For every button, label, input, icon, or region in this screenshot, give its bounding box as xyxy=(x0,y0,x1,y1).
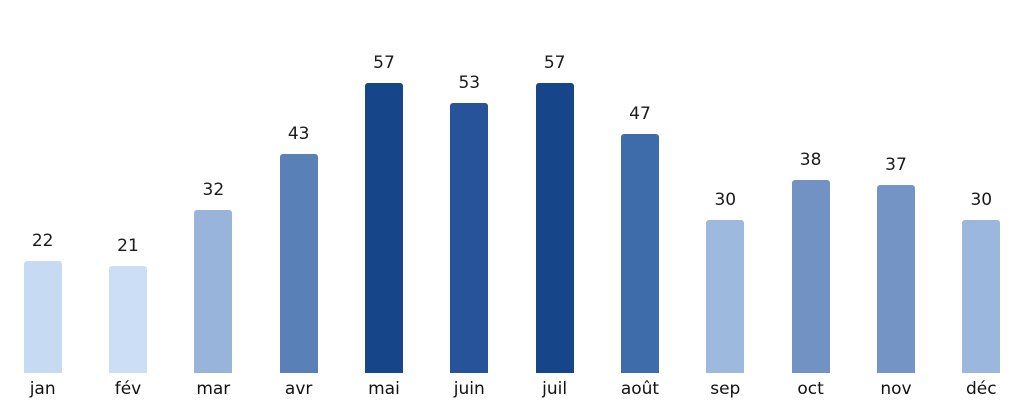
bar-value-label: 21 xyxy=(117,236,139,256)
bar xyxy=(108,266,147,373)
bar-column: 30 déc xyxy=(939,0,1024,404)
x-axis-tick-label: avr xyxy=(284,378,313,399)
x-axis-tick-label: sep xyxy=(710,378,741,399)
x-axis-tick-label: déc xyxy=(965,378,997,399)
bar-value-label: 53 xyxy=(458,73,481,93)
bar xyxy=(535,83,574,373)
x-axis-tick-label: mar xyxy=(196,378,231,399)
bar-column: 38 oct xyxy=(768,0,853,404)
bar-value-label: 43 xyxy=(287,124,310,144)
bar-value-label: 32 xyxy=(202,180,225,200)
bar xyxy=(23,261,62,373)
x-axis-tick-label: mai xyxy=(368,378,400,399)
bar-column: 53 juin xyxy=(427,0,512,404)
bar-value-label: 30 xyxy=(970,190,993,210)
bar xyxy=(876,185,915,373)
x-axis-tick-label: fév xyxy=(114,378,142,399)
bar xyxy=(962,220,1001,373)
bar-value-label: 38 xyxy=(799,150,822,170)
x-axis-tick-label: nov xyxy=(880,378,912,399)
bar-column: 43 avr xyxy=(256,0,341,404)
x-axis-tick-label: juil xyxy=(542,378,568,399)
bar-value-label: 30 xyxy=(714,190,737,210)
bar-column: 22 jan xyxy=(0,0,85,404)
bar-value-label: 47 xyxy=(629,104,651,124)
bar-column: 21 fév xyxy=(85,0,170,404)
bar xyxy=(194,210,233,373)
bar-column: 30 sep xyxy=(683,0,768,404)
bar-column: 57 juil xyxy=(512,0,597,404)
bar xyxy=(450,103,489,373)
bar-value-label: 57 xyxy=(543,53,566,73)
x-axis-tick-label: août xyxy=(620,378,660,399)
bar-value-label: 22 xyxy=(31,231,54,251)
bar-column: 37 nov xyxy=(853,0,938,404)
bar-column: 32 mar xyxy=(171,0,256,404)
x-axis-tick-label: oct xyxy=(797,378,824,399)
bar-column: 57 mai xyxy=(341,0,426,404)
bar xyxy=(279,154,318,373)
bar xyxy=(364,83,403,373)
bar-value-label: 37 xyxy=(885,155,907,175)
bar-column: 47 août xyxy=(597,0,682,404)
bar xyxy=(791,180,830,373)
x-axis-tick-label: jan xyxy=(29,378,56,399)
bar xyxy=(706,220,745,373)
bar xyxy=(620,134,659,373)
x-axis-tick-label: juin xyxy=(453,378,485,399)
bar-value-label: 57 xyxy=(373,53,395,73)
